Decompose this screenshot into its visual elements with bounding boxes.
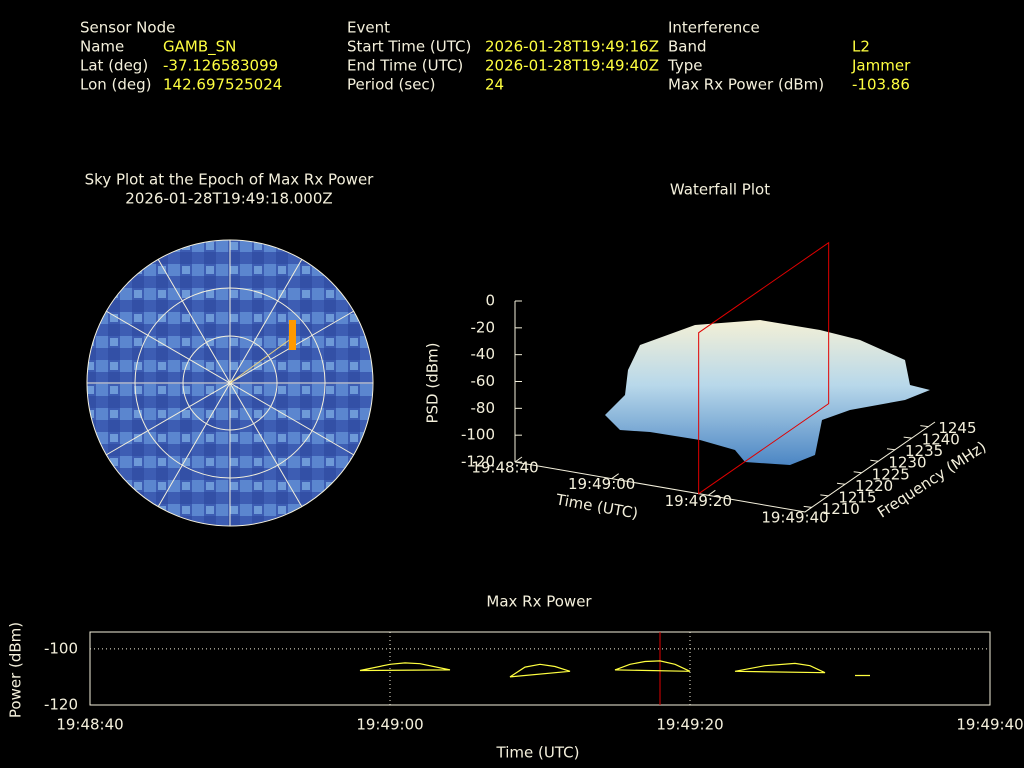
x-axis xyxy=(514,461,806,513)
x-tick xyxy=(514,456,523,463)
waterfall-surface xyxy=(605,320,930,465)
z-tick-label: -80 xyxy=(471,399,496,417)
y-tick-label: 1220 xyxy=(855,477,893,495)
z-tick-label: -40 xyxy=(471,345,496,363)
y-axis xyxy=(804,421,936,513)
power-line xyxy=(360,661,930,678)
field-label: Lon (deg) xyxy=(80,76,152,94)
field-label: Max Rx Power (dBm) xyxy=(668,76,824,94)
chart-title: Sky Plot at the Epoch of Max Rx Power xyxy=(85,171,375,189)
y-tick-label: 1210 xyxy=(822,500,860,518)
y-tick xyxy=(920,425,929,428)
y-tick-label: -100 xyxy=(44,639,78,657)
z-tick-label: -120 xyxy=(461,453,495,471)
field-value: 2026-01-28T19:49:40Z xyxy=(485,57,659,75)
y-tick-label: 1245 xyxy=(938,419,976,437)
y-tick xyxy=(820,494,829,497)
sky-direction xyxy=(229,337,293,384)
y-tick xyxy=(903,436,912,439)
field-label: Period (sec) xyxy=(347,76,436,94)
chart-title: Waterfall Plot xyxy=(670,181,770,199)
field-value: Jammer xyxy=(851,57,911,75)
z-tick-label: 0 xyxy=(485,292,495,310)
field-value: -103.86 xyxy=(852,76,910,94)
field-label: Name xyxy=(80,38,124,56)
x-tick xyxy=(611,473,619,480)
x-axis-label: Time (UTC) xyxy=(496,744,580,762)
field-value: 142.697525024 xyxy=(163,76,282,94)
x-tick-label: 19:49:20 xyxy=(665,492,732,510)
field-label: Lat (deg) xyxy=(80,57,148,75)
y-tick xyxy=(853,471,862,474)
x-tick-label: 19:49:20 xyxy=(656,716,723,734)
field-label: Start Time (UTC) xyxy=(347,38,471,56)
field-value: L2 xyxy=(852,38,870,56)
chart-title: Max Rx Power xyxy=(486,593,592,611)
x-tick xyxy=(804,506,813,513)
field-value: -37.126583099 xyxy=(163,57,278,75)
y-axis-label: Power (dBm) xyxy=(7,622,25,718)
x-axis-label: Time (UTC) xyxy=(554,490,640,522)
sky-plot xyxy=(86,239,374,527)
x-tick xyxy=(708,489,716,496)
x-tick-label: 19:48:40 xyxy=(56,716,123,734)
x-tick-label: 19:49:00 xyxy=(568,475,635,493)
y-tick-label: -120 xyxy=(44,696,78,714)
y-tick xyxy=(870,459,879,462)
y-tick-label: 1230 xyxy=(888,454,926,472)
section-heading: Interference xyxy=(668,19,760,37)
field-label: End Time (UTC) xyxy=(347,57,463,75)
plot-frame xyxy=(89,631,991,706)
chart-subtitle: 2026-01-28T19:49:18.000Z xyxy=(125,190,332,208)
z-tick-label: -20 xyxy=(471,318,496,336)
field-value: 2026-01-28T19:49:16Z xyxy=(485,38,659,56)
section-heading: Event xyxy=(347,19,390,37)
field-value: 24 xyxy=(485,76,504,94)
time-marker xyxy=(698,241,830,495)
y-tick-label: 1240 xyxy=(922,431,960,449)
z-tick-label: -60 xyxy=(471,372,496,390)
field-label: Band xyxy=(668,38,707,56)
x-tick-label: 19:49:40 xyxy=(761,509,828,527)
x-tick-label: 19:48:40 xyxy=(471,459,538,477)
section-heading: Sensor Node xyxy=(80,19,175,37)
y-tick xyxy=(803,505,812,508)
x-tick-label: 19:49:00 xyxy=(356,716,423,734)
field-label: Type xyxy=(667,57,702,75)
z-tick-label: -100 xyxy=(461,426,495,444)
y-tick-label: 1215 xyxy=(838,488,876,506)
y-tick xyxy=(836,482,846,485)
x-tick-label: 19:49:40 xyxy=(956,716,1023,734)
sky-source xyxy=(289,320,296,350)
y-tick-label: 1235 xyxy=(905,442,943,460)
z-axis-label: PSD (dBm) xyxy=(424,342,442,423)
y-tick xyxy=(886,448,896,451)
field-value: GAMB_SN xyxy=(163,38,236,57)
y-tick-label: 1225 xyxy=(872,465,910,483)
